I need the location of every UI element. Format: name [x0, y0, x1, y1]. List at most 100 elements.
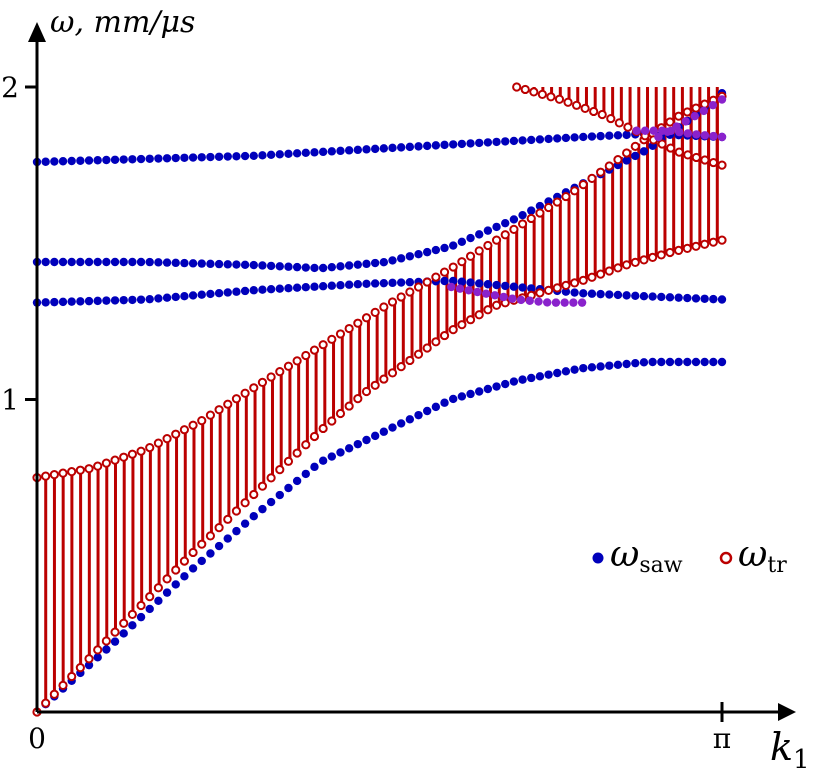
saw-point: [275, 150, 284, 159]
saw-point: [327, 262, 337, 272]
saw-point: [613, 290, 623, 300]
tr-point: [422, 343, 432, 353]
series-overlap_1: [447, 282, 587, 307]
x-tick-label: 0: [28, 722, 46, 755]
tr-point: [197, 416, 207, 426]
tr-point: [614, 118, 624, 128]
saw-point: [527, 373, 536, 383]
saw-point: [483, 138, 493, 147]
saw-point: [284, 483, 293, 493]
saw-point: [249, 151, 258, 160]
tr-point: [335, 329, 346, 339]
series-tr_upper: [32, 91, 727, 483]
saw-point: [110, 296, 120, 305]
saw-point: [605, 290, 614, 299]
saw-point: [527, 206, 536, 215]
tr-point: [171, 565, 181, 575]
tr-point: [552, 197, 562, 207]
saw-point: [657, 357, 666, 367]
tr-point: [75, 663, 85, 673]
tr-point: [275, 367, 285, 377]
saw-point: [388, 423, 397, 432]
saw-point: [292, 149, 302, 158]
tr-point: [41, 471, 51, 481]
tr-point: [537, 89, 547, 99]
saw-point: [84, 257, 94, 267]
saw-point: [292, 476, 302, 486]
tr-point: [145, 442, 155, 453]
saw-point: [258, 261, 267, 270]
tr-point: [379, 302, 389, 312]
tr-point: [517, 219, 528, 229]
y-axis-label: ω, mm/μs: [50, 5, 195, 40]
tr-point: [587, 173, 597, 183]
saw-point: [691, 294, 701, 303]
saw-point: [396, 143, 406, 152]
tr-point: [509, 224, 519, 234]
tr-point: [431, 337, 441, 347]
tr-point: [563, 97, 573, 107]
saw-point: [622, 156, 631, 165]
legend: ωsaw ωtr: [592, 534, 787, 578]
series-overlap_2: [632, 126, 727, 142]
saw-point: [492, 137, 501, 147]
tr-point: [41, 698, 51, 708]
saw-point: [622, 130, 631, 140]
saw-point: [93, 156, 102, 165]
tr-point: [552, 283, 562, 293]
saw-point: [605, 131, 614, 140]
saw-point: [457, 237, 467, 247]
saw-point: [414, 250, 423, 259]
saw-point: [362, 145, 371, 154]
saw-point: [171, 292, 180, 302]
saw-point: [284, 149, 293, 159]
saw-point: [353, 145, 363, 155]
saw-point: [206, 549, 215, 558]
tr-point: [717, 160, 727, 170]
tr-point: [613, 263, 623, 273]
tr-point: [171, 429, 181, 439]
saw-point: [631, 358, 640, 368]
saw-point: [58, 257, 68, 267]
saw-point: [501, 137, 510, 146]
saw-point: [102, 155, 111, 165]
tr-point: [422, 277, 432, 287]
saw-point: [553, 134, 562, 143]
saw-point: [596, 289, 605, 299]
tr-point: [58, 680, 68, 690]
tr-point: [630, 257, 640, 267]
overlap-point: [577, 298, 587, 307]
tr-point: [439, 330, 450, 341]
tr-point: [569, 186, 580, 196]
tr-point: [84, 654, 94, 664]
tr-point: [543, 202, 554, 213]
tr-point: [700, 155, 710, 165]
tr-point: [622, 260, 632, 270]
tr-point: [231, 506, 242, 516]
saw-point: [249, 512, 258, 521]
saw-point: [379, 278, 389, 288]
saw-point: [67, 156, 76, 166]
tr-point: [543, 285, 554, 295]
y-axis-arrow: [28, 22, 46, 42]
tr-point: [578, 275, 588, 285]
overlap-point: [632, 126, 641, 135]
tr-point: [665, 247, 675, 258]
tr-point: [596, 167, 606, 177]
saw-point: [84, 660, 94, 670]
saw-point: [570, 365, 579, 374]
tr-point: [526, 213, 536, 224]
saw-point: [509, 215, 519, 224]
saw-point: [275, 284, 284, 293]
tr-point: [361, 313, 372, 323]
tr-point: [630, 141, 640, 151]
tr-point: [162, 574, 172, 584]
tr-point: [512, 82, 522, 92]
saw-point: [180, 258, 189, 268]
tr-point: [554, 94, 565, 104]
tr-point: [110, 455, 120, 465]
tr-point: [535, 288, 545, 298]
tr-point: [546, 92, 556, 102]
saw-point: [613, 131, 623, 140]
tr-point: [656, 250, 666, 260]
